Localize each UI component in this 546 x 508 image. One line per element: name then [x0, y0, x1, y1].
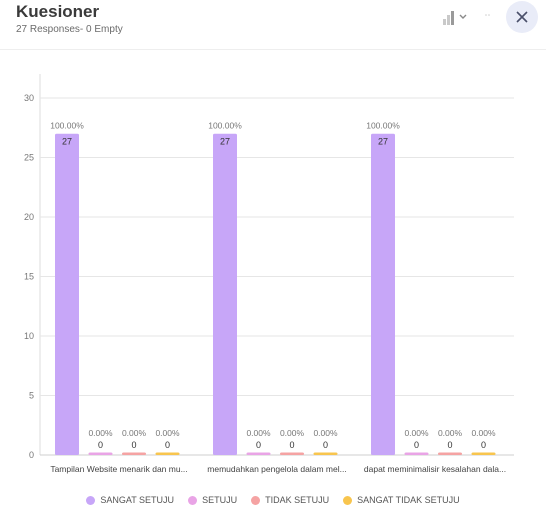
- bar-percent-label: 0.00%: [88, 428, 113, 438]
- legend-label: SANGAT TIDAK SETUJU: [357, 495, 460, 505]
- chart-type-selector[interactable]: [440, 8, 470, 26]
- bar: [88, 452, 113, 455]
- response-summary: 27 Responses- 0 Empty: [16, 24, 123, 35]
- bar-count-label: 0: [131, 440, 136, 450]
- y-tick-label: 30: [24, 93, 34, 103]
- more-options-button[interactable]: [482, 8, 496, 22]
- y-tick-label: 15: [24, 272, 34, 282]
- bar: [246, 452, 271, 455]
- close-button[interactable]: [506, 1, 538, 33]
- legend-label: SETUJU: [202, 495, 238, 505]
- bar-chart: 0 5 10 15 20 25 30 27 100.00% 0 0.00% 0 0.00% 0 0.00% T…: [24, 74, 514, 474]
- bar: [280, 452, 304, 455]
- bar: [55, 133, 79, 455]
- bar-count-label: 27: [378, 137, 388, 147]
- x-category-label: Tampilan Website menarik dan mu...: [50, 464, 187, 474]
- bar-percent-label: 0.00%: [438, 428, 463, 438]
- legend-item[interactable]: SETUJU: [188, 495, 237, 505]
- bar-percent-label: 0.00%: [280, 428, 305, 438]
- bar-chart-icon: [443, 11, 454, 25]
- bar-count-label: 0: [414, 440, 419, 450]
- bar-count-label: 27: [220, 137, 230, 147]
- y-tick-label: 0: [29, 450, 34, 460]
- chart-legend: SANGAT SETUJU SETUJU TIDAK SETUJU SANGAT TI…: [0, 492, 546, 508]
- legend-swatch: [86, 495, 96, 505]
- bar-count-label: 0: [98, 440, 103, 450]
- chevron-down-icon: [459, 14, 467, 19]
- bar-percent-label: 0.00%: [155, 428, 180, 438]
- bar-percent-label: 0.00%: [313, 428, 338, 438]
- x-category-label: memudahkan pengelola dalam mel...: [207, 464, 346, 474]
- bar: [371, 133, 395, 455]
- bar-count-label: 0: [165, 440, 170, 450]
- legend-item[interactable]: TIDAK SETUJU: [251, 495, 329, 505]
- bar-percent-label: 0.00%: [404, 428, 429, 438]
- legend-swatch: [251, 495, 261, 505]
- bar-percent-label: 0.00%: [246, 428, 271, 438]
- bar-count-label: 0: [289, 440, 294, 450]
- bar: [313, 452, 338, 455]
- bar: [438, 452, 462, 455]
- bar-count-label: 0: [481, 440, 486, 450]
- bar: [213, 133, 237, 455]
- bar-percent-label: 0.00%: [471, 428, 496, 438]
- y-tick-label: 5: [29, 391, 34, 401]
- legend-item[interactable]: SANGAT SETUJU: [86, 495, 174, 505]
- y-tick-label: 20: [24, 212, 34, 222]
- bar-percent-label: 0.00%: [122, 428, 147, 438]
- x-category-label: dapat meminimalisir kesalahan dala...: [364, 464, 506, 474]
- bar-count-label: 27: [62, 137, 72, 147]
- bar-percent-label: 100.00%: [50, 121, 84, 131]
- legend-item[interactable]: SANGAT TIDAK SETUJU: [343, 495, 460, 505]
- bar-count-label: 0: [447, 440, 452, 450]
- bar-percent-label: 100.00%: [208, 121, 242, 131]
- more-icon: [485, 14, 490, 16]
- legend-swatch: [343, 495, 353, 505]
- bar: [155, 452, 180, 455]
- close-icon: [516, 11, 528, 23]
- bar: [471, 452, 496, 455]
- bar: [122, 452, 146, 455]
- legend-label: SANGAT SETUJU: [100, 495, 175, 505]
- bar-percent-label: 100.00%: [366, 121, 400, 131]
- legend-swatch: [188, 495, 198, 505]
- page-title: Kuesioner: [16, 2, 100, 21]
- legend-label: TIDAK SETUJU: [265, 495, 330, 505]
- bar-count-label: 0: [256, 440, 261, 450]
- bar: [404, 452, 429, 455]
- y-tick-label: 10: [24, 331, 34, 341]
- bar-count-label: 0: [323, 440, 328, 450]
- y-tick-label: 25: [24, 153, 34, 163]
- dialog-header: Kuesioner 27 Responses- 0 Empty: [0, 0, 546, 50]
